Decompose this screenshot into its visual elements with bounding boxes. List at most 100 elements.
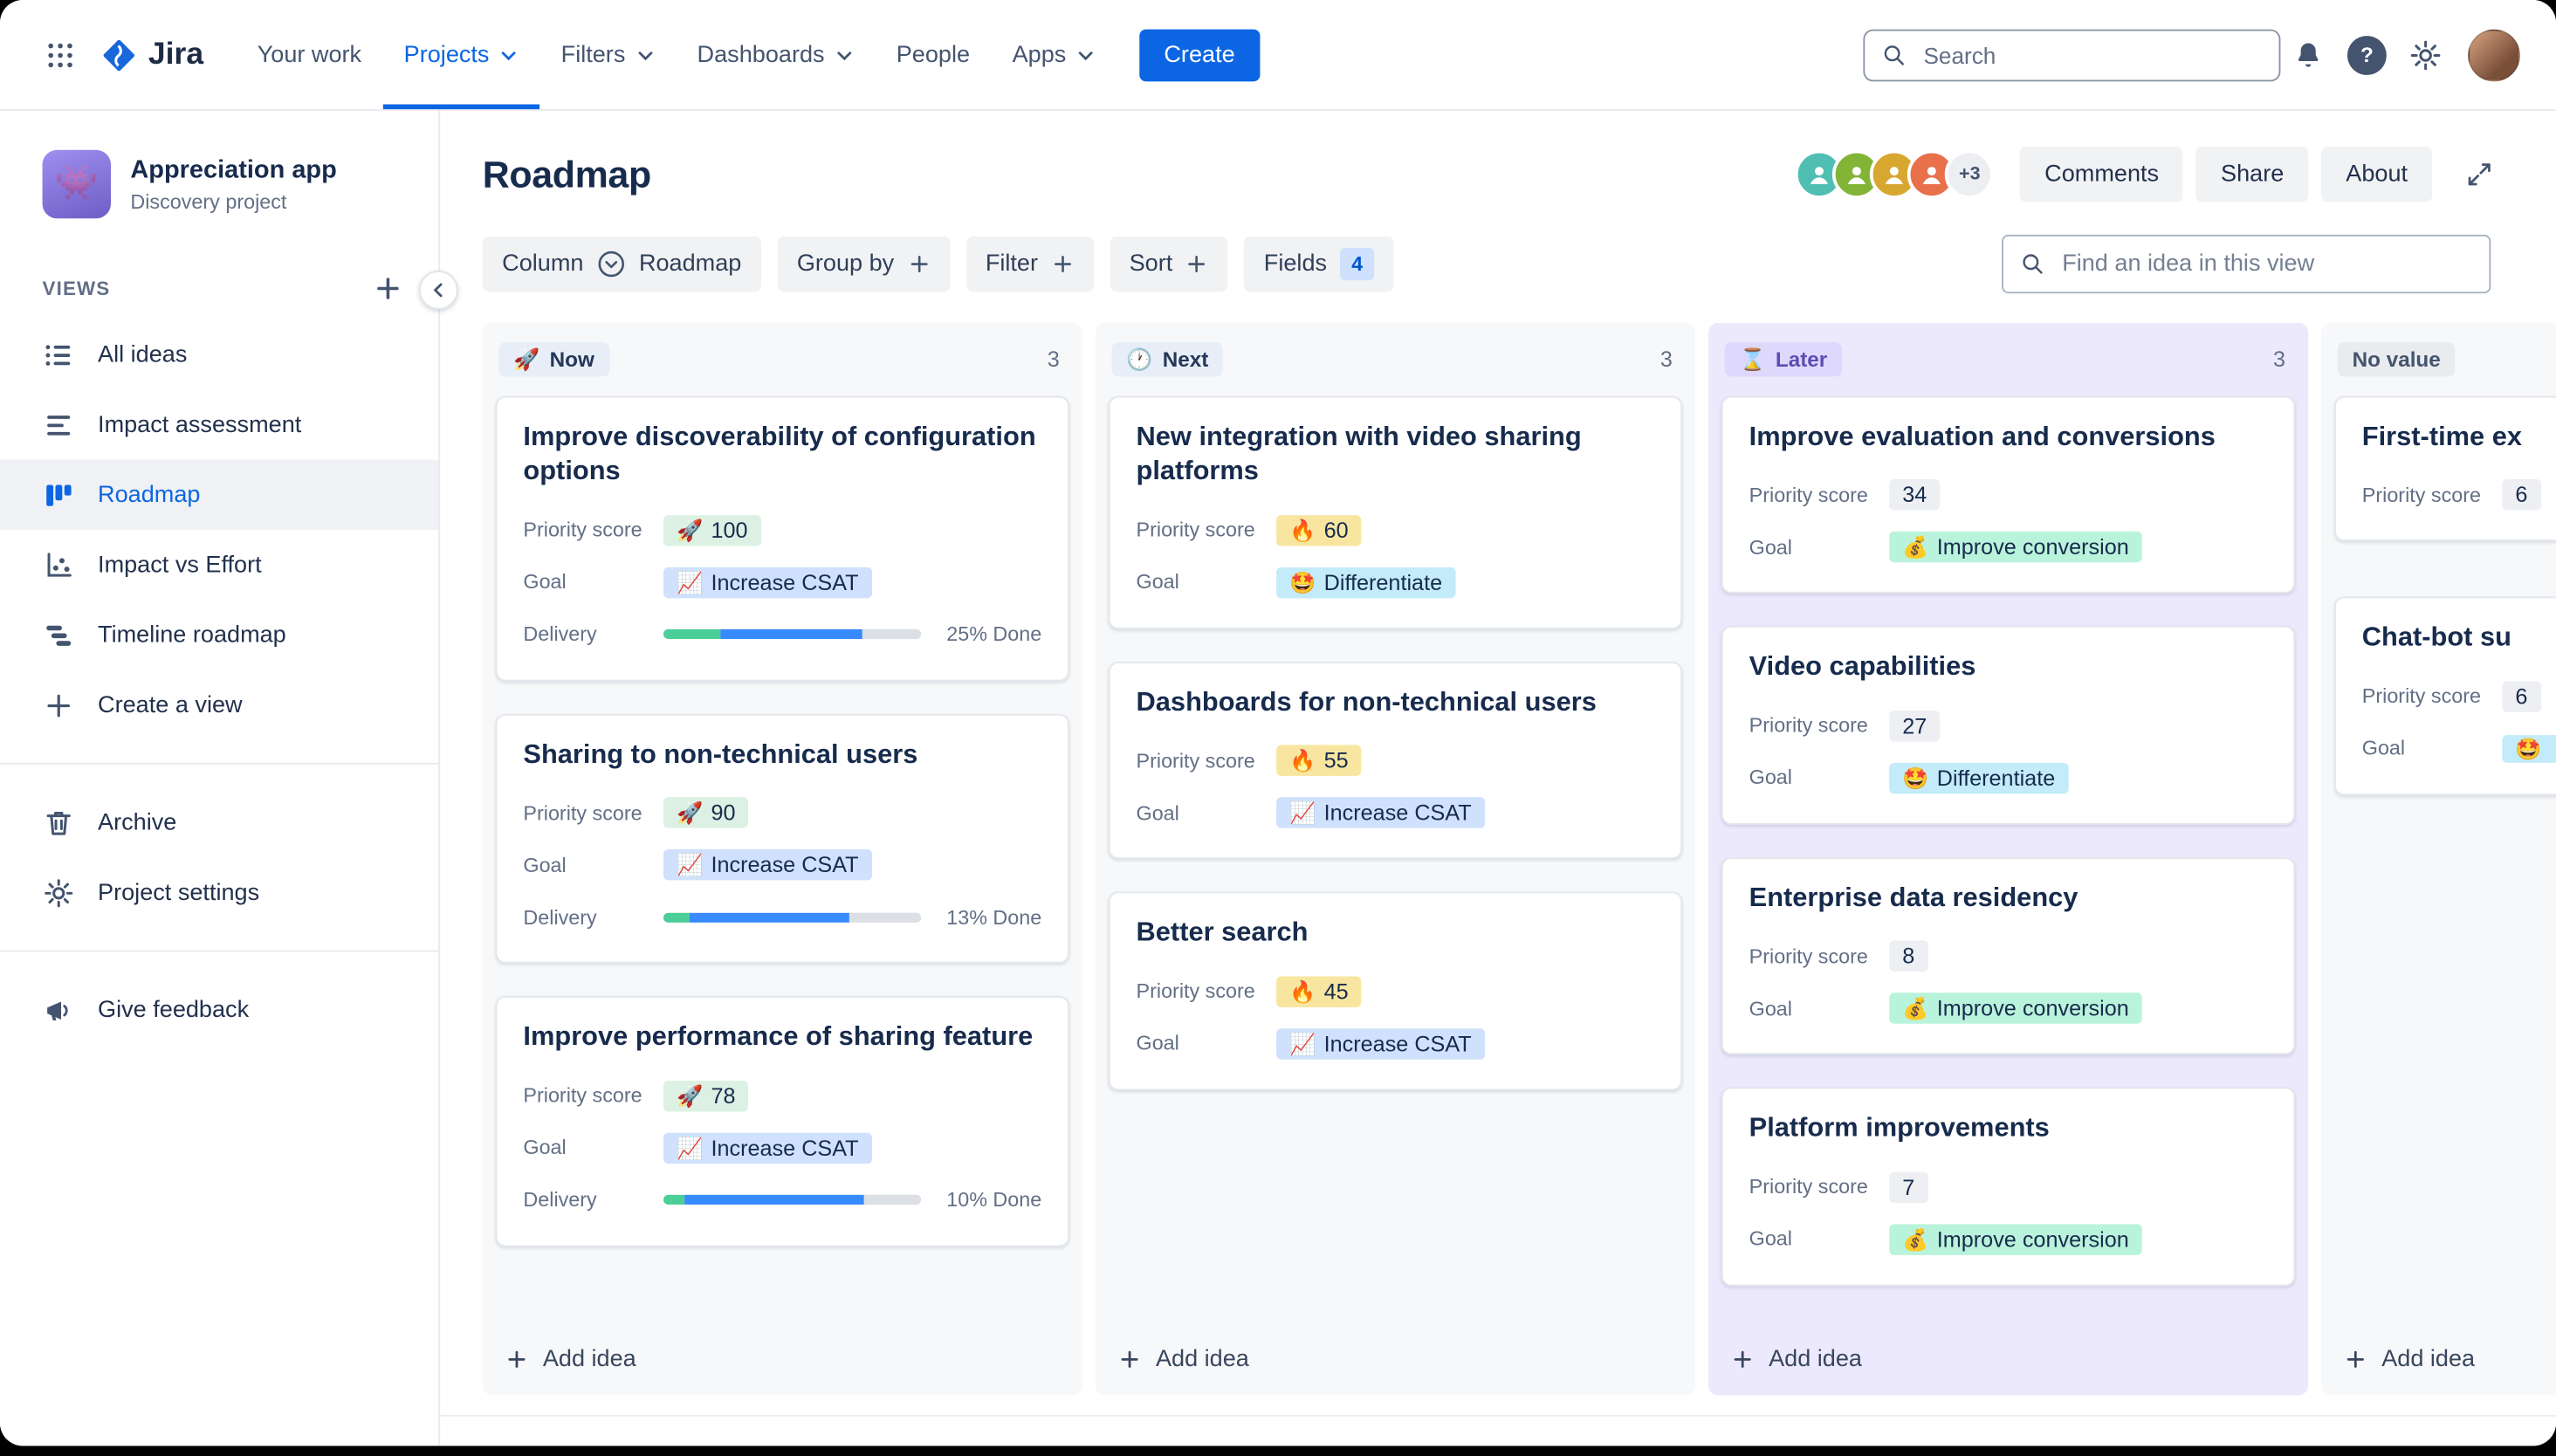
sidebar-item-label: Create a view <box>98 691 243 718</box>
field-label: Delivery <box>523 623 597 647</box>
idea-card[interactable]: Better search Priority score 🔥 45 Goal <box>1108 892 1683 1090</box>
contributor-avatars[interactable]: +3 <box>1795 149 1995 199</box>
priority-score-chip: 🔥 55 <box>1276 745 1362 777</box>
nav-apps[interactable]: Apps <box>991 0 1117 109</box>
share-button[interactable]: Share <box>2196 147 2309 203</box>
create-button[interactable]: Create <box>1139 28 1260 81</box>
find-idea-input[interactable] <box>2058 249 2473 279</box>
field-label: Priority score <box>1749 944 1868 968</box>
notifications-icon[interactable] <box>2280 27 2335 82</box>
add-idea-button[interactable]: Add idea <box>1708 1327 2308 1395</box>
group-by-button[interactable]: Group by <box>777 236 950 292</box>
priority-score-row: Priority score 6 <box>2362 678 2556 716</box>
sidebar-item-give-feedback[interactable]: Give feedback <box>0 975 438 1045</box>
idea-title: Better search <box>1136 917 1309 948</box>
expand-icon[interactable] <box>2451 147 2506 202</box>
rocket-emoji: 🚀 <box>676 1083 704 1109</box>
app-switcher-icon[interactable] <box>32 27 87 82</box>
idea-card[interactable]: Chat-bot su Priority score 6 Goal 🤩 <box>2334 597 2556 796</box>
add-idea-button[interactable]: Add idea <box>1096 1327 1695 1395</box>
priority-score-chip: 6 <box>2502 479 2541 512</box>
nav-your-work[interactable]: Your work <box>257 41 362 68</box>
nav-filters[interactable]: Filters <box>539 0 676 109</box>
field-label: Goal <box>523 854 567 877</box>
sidebar-item-all-ideas[interactable]: All ideas <box>0 319 438 389</box>
field-label: Priority score <box>1136 979 1255 1003</box>
logo-text: Jira <box>148 37 204 72</box>
idea-card[interactable]: Improve evaluation and conversions Prior… <box>1721 395 2296 594</box>
sidebar-item-archive[interactable]: Archive <box>0 787 438 857</box>
sidebar-item-label: Impact assessment <box>98 411 302 438</box>
sidebar-item-impact-assessment[interactable]: Impact assessment <box>0 389 438 459</box>
field-label: Priority score <box>1749 484 1868 507</box>
plus-icon <box>1731 1348 1754 1370</box>
clock-emoji: 🕐 <box>1126 347 1153 372</box>
sidebar-item-create-a-view[interactable]: Create a view <box>0 670 438 739</box>
field-label: Goal <box>1749 1227 1792 1251</box>
priority-score-chip: 27 <box>1889 710 1941 742</box>
help-icon[interactable]: ? <box>2346 35 2387 74</box>
column-selector[interactable]: Column Roadmap <box>482 236 761 292</box>
nav-dashboards[interactable]: Dashboards <box>676 0 875 109</box>
global-search-input[interactable] <box>1920 39 2263 70</box>
column-name: Now <box>549 347 594 372</box>
add-idea-button[interactable]: Add idea <box>2321 1327 2556 1395</box>
goal-label: Differentiate <box>1936 766 2056 791</box>
sidebar-item-timeline-roadmap[interactable]: Timeline roadmap <box>0 600 438 670</box>
add-idea-button[interactable]: Add idea <box>483 1327 1082 1395</box>
idea-card[interactable]: Improve performance of sharing feature P… <box>495 996 1069 1247</box>
sort-button[interactable]: Sort <box>1110 236 1228 292</box>
avatar-overflow-badge[interactable]: +3 <box>1945 149 1995 199</box>
board-column-no-value: No value First-time ex Priority score 6 <box>2321 322 2556 1396</box>
fields-button[interactable]: Fields 4 <box>1244 236 1394 292</box>
idea-card[interactable]: Enterprise data residency Priority score… <box>1721 856 2296 1055</box>
global-search[interactable] <box>1863 28 2281 81</box>
jira-logo-icon <box>101 37 137 72</box>
nav-people[interactable]: People <box>896 41 971 68</box>
user-avatar[interactable] <box>2468 28 2520 81</box>
idea-card[interactable]: Video capabilities Priority score 27 Goa… <box>1721 626 2296 825</box>
idea-card[interactable]: First-time ex Priority score 6 <box>2334 395 2556 542</box>
field-label: Priority score <box>1136 519 1255 542</box>
sidebar-item-roadmap[interactable]: Roadmap <box>0 459 439 530</box>
settings-gear-icon[interactable] <box>2398 27 2453 82</box>
plus-icon <box>907 252 930 275</box>
field-label: Goal <box>523 1137 567 1160</box>
project-type: Discovery project <box>130 189 287 213</box>
sidebar-item-impact-vs-effort[interactable]: Impact vs Effort <box>0 530 438 600</box>
about-button[interactable]: About <box>2321 147 2433 203</box>
priority-score-value: 7 <box>1902 1174 1915 1199</box>
idea-card[interactable]: Dashboards for non-technical users Prior… <box>1108 661 1683 860</box>
goal-row: Goal 📈 Increase CSAT <box>523 1130 1041 1167</box>
idea-title: Improve discoverability of configuration… <box>523 422 1036 487</box>
nav-projects[interactable]: Projects <box>382 0 540 110</box>
gear-icon <box>43 876 75 909</box>
jira-logo[interactable]: Jira <box>101 37 203 72</box>
search-icon <box>1881 42 1907 68</box>
money-bag-emoji: 💰 <box>1902 996 1929 1021</box>
field-label: Priority score <box>2361 684 2481 709</box>
goal-label: Increase CSAT <box>711 1136 859 1161</box>
goal-chip: 💰 Improve conversion <box>1889 532 2142 564</box>
priority-score-value: 6 <box>2515 483 2528 508</box>
idea-card[interactable]: Sharing to non-technical users Priority … <box>495 713 1069 965</box>
goal-row: Goal 📈 Increase CSAT <box>523 847 1041 884</box>
sidebar-collapse-button[interactable] <box>418 270 458 310</box>
chart-increasing-emoji: 📈 <box>1289 1031 1316 1056</box>
megaphone-icon <box>43 993 75 1026</box>
idea-card[interactable]: Improve discoverability of configuration… <box>495 395 1069 682</box>
goal-label: Increase CSAT <box>1323 1031 1472 1056</box>
chevron-down-icon <box>501 51 516 60</box>
column-selector-label: Column <box>502 251 584 278</box>
idea-card[interactable]: Platform improvements Priority score 7 G… <box>1721 1088 2296 1286</box>
field-label: Priority score <box>523 519 642 542</box>
comments-button[interactable]: Comments <box>2020 147 2184 203</box>
filter-button[interactable]: Filter <box>965 236 1094 292</box>
idea-card[interactable]: New integration with video sharing platf… <box>1108 395 1683 629</box>
add-view-icon[interactable] <box>374 274 403 304</box>
find-idea-search[interactable] <box>2002 234 2491 294</box>
top-nav: Jira Your work Projects Filters Dashboar… <box>0 0 2556 111</box>
chevron-down-icon <box>637 51 652 60</box>
sidebar-item-project-settings[interactable]: Project settings <box>0 857 438 927</box>
chevron-down-icon <box>1078 51 1093 60</box>
